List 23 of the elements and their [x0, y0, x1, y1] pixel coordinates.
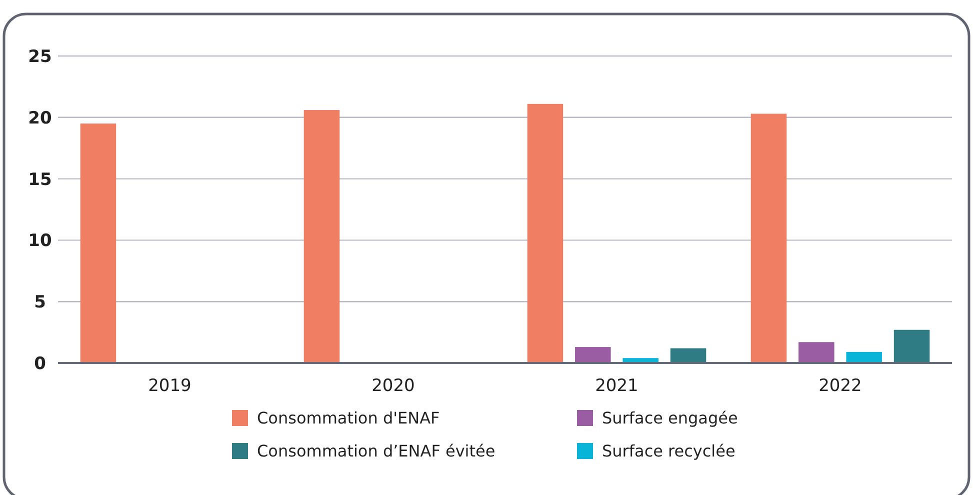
x-tick-label: 2019 — [148, 376, 192, 396]
bar — [750, 114, 787, 363]
y-tick-label: 15 — [28, 170, 52, 190]
y-tick-label: 25 — [28, 46, 52, 67]
bar — [80, 124, 116, 363]
bar — [575, 347, 611, 363]
bar — [527, 104, 564, 363]
bar — [846, 352, 882, 363]
legend-label: Surface engagée — [602, 408, 738, 428]
y-tick-label: 0 — [34, 354, 46, 374]
x-tick-label: 2020 — [372, 376, 415, 396]
y-tick-label: 10 — [28, 231, 52, 252]
bar — [894, 330, 930, 363]
legend-label: Consommation d'ENAF — [257, 408, 440, 428]
legend-label: Surface recyclée — [602, 442, 736, 461]
x-tick-label: 2021 — [595, 376, 638, 396]
bar — [304, 110, 340, 363]
bar — [670, 348, 706, 363]
y-tick-label: 5 — [34, 292, 46, 313]
bar — [798, 342, 834, 363]
legend-label: Consommation d’ENAF évitée — [257, 442, 496, 461]
x-tick-label: 2022 — [818, 376, 862, 396]
y-tick-label: 20 — [28, 108, 52, 128]
